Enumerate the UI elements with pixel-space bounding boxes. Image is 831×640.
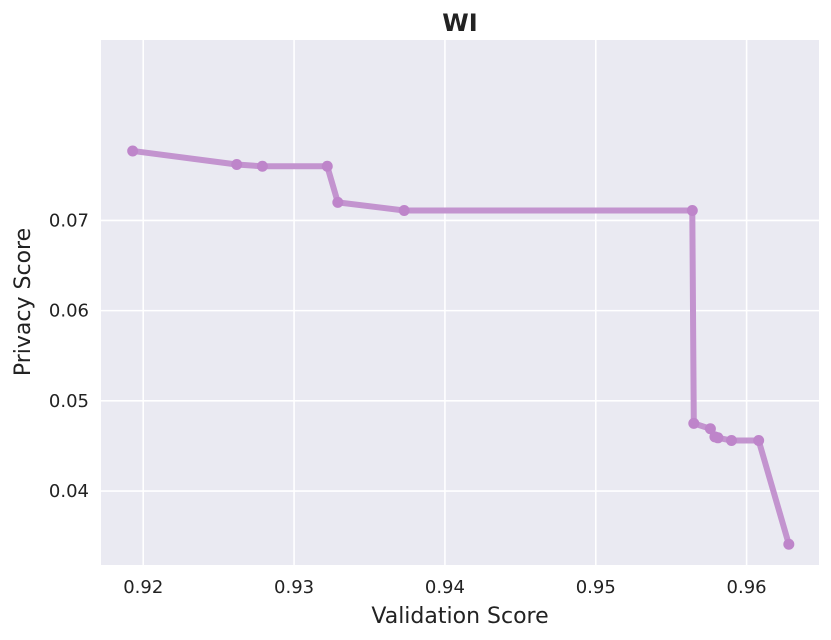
x-tick-label: 0.94	[425, 577, 465, 598]
data-point	[127, 145, 139, 157]
y-axis-label: Privacy Score	[11, 228, 36, 376]
data-point	[688, 417, 700, 429]
y-tick-label: 0.06	[49, 301, 89, 322]
y-tick-label: 0.04	[49, 481, 89, 502]
data-point	[726, 435, 738, 447]
x-tick-label: 0.96	[727, 577, 767, 598]
data-point	[753, 435, 765, 447]
x-tick-label: 0.95	[576, 577, 616, 598]
data-point	[231, 158, 243, 170]
data-point	[704, 423, 716, 435]
chart-title: WI	[442, 9, 477, 37]
data-point	[332, 196, 344, 208]
grid-lines	[101, 40, 819, 565]
data-point	[256, 160, 268, 172]
x-axis-label: Validation Score	[371, 604, 548, 629]
tick-labels: 0.92 0.93 0.94 0.95 0.96 0.04 0.05 0.06 0.07	[49, 210, 767, 598]
plot-background	[101, 40, 819, 565]
y-tick-label: 0.07	[49, 210, 89, 231]
data-point	[783, 538, 795, 550]
series-layer	[127, 145, 795, 550]
x-tick-label: 0.93	[274, 577, 314, 598]
y-tick-label: 0.05	[49, 391, 89, 412]
data-point	[398, 204, 410, 216]
x-tick-label: 0.92	[123, 577, 163, 598]
data-point	[712, 432, 724, 444]
data-point	[686, 204, 698, 216]
data-point	[321, 160, 333, 172]
